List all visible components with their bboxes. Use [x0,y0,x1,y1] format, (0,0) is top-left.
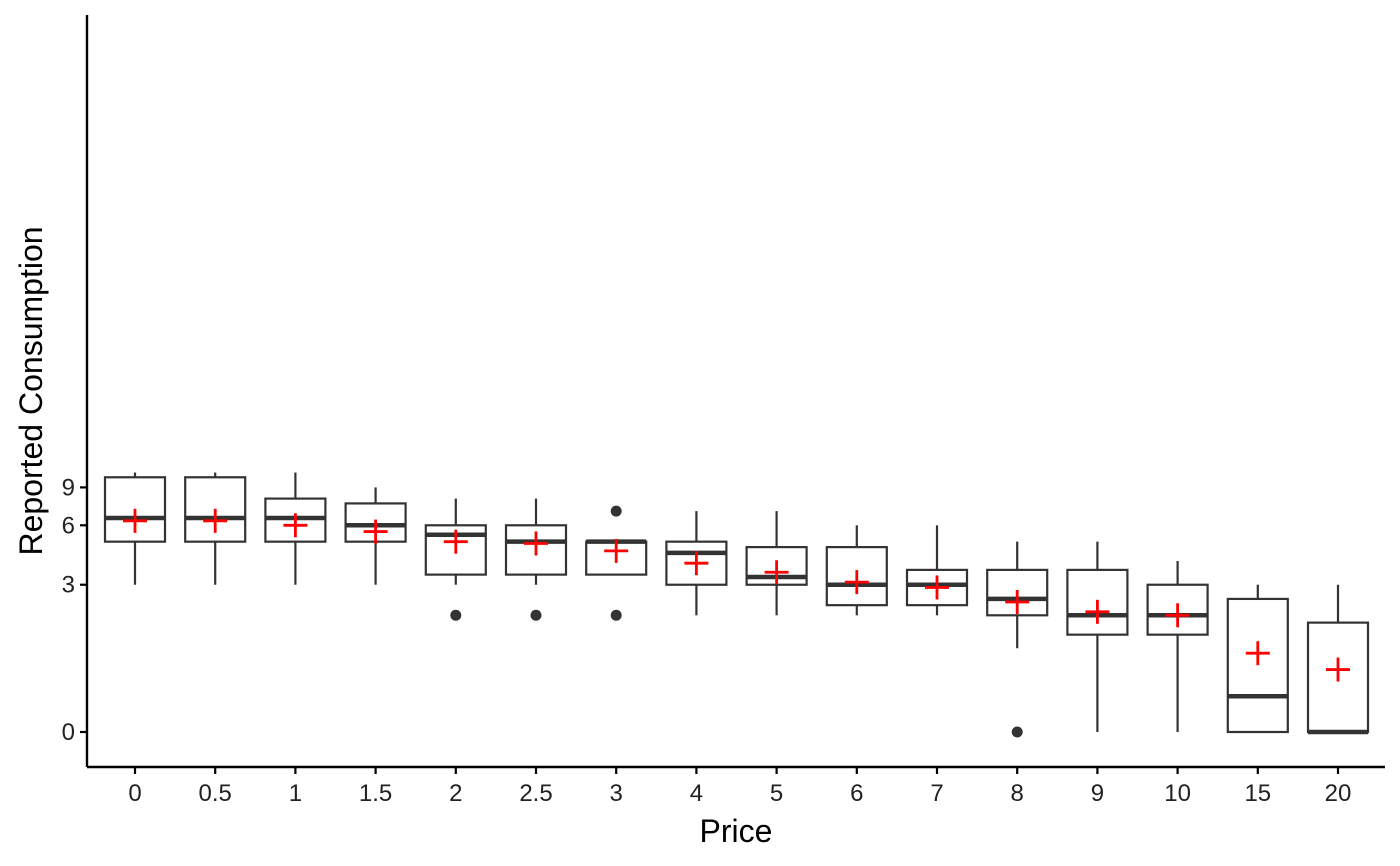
x-tick-label: 10 [1164,780,1191,807]
box-group-8 [986,541,1049,738]
outlier-point [610,505,622,517]
plot-area [103,472,1370,738]
mean-marker [283,513,308,538]
x-tick-label: 6 [850,780,863,807]
box-group-4 [665,511,728,616]
x-tick-label: 2.5 [519,780,552,807]
box-group-20 [1306,584,1370,735]
mean-marker [123,508,147,533]
y-axis-ticks: 0 3 6 9 [62,474,87,746]
x-tick-label: 2 [449,780,462,807]
mean-marker [363,519,388,544]
mean-marker [1005,590,1030,615]
box-group-0 [103,472,167,585]
mean-marker [1085,599,1110,624]
box-group-5 [745,511,808,616]
box [825,546,888,607]
box-group-6 [825,525,888,616]
x-tick-label: 1.5 [359,780,392,807]
mean-marker [1326,657,1350,682]
mean-marker [764,560,789,585]
x-tick-label: 4 [690,780,703,807]
x-tick-label: 15 [1244,780,1271,807]
x-axis-title: Price [700,813,773,849]
box [1226,597,1289,734]
mean-marker [604,538,629,563]
x-tick-label: 5 [770,780,783,807]
x-tick-label: 1 [289,780,302,807]
x-tick-label: 9 [1091,780,1104,807]
y-tick-label: 0 [62,719,75,746]
mean-marker [203,508,228,533]
x-tick-label: 8 [1011,780,1024,807]
box-group-1.5 [344,487,407,585]
mean-marker [524,531,548,556]
x-tick-label: 3 [610,780,623,807]
outlier-point [450,609,462,621]
mean-marker [844,570,869,595]
x-tick-label: 0 [128,780,141,807]
mean-marker [684,551,709,576]
box-group-3 [585,505,648,621]
box-group-10 [1146,561,1209,732]
x-tick-label: 0.5 [199,780,232,807]
y-tick-label: 6 [62,512,75,539]
box-group-7 [905,525,969,616]
y-axis-title: Reported Consumption [13,226,49,555]
x-tick-label: 20 [1325,780,1352,807]
box-group-2 [424,498,487,621]
y-tick-label: 9 [62,474,75,501]
mean-marker [443,529,468,554]
box-group-0.5 [184,472,247,585]
x-axis-ticks: 0 0.5 1 1.5 2 2.5 3 4 5 6 7 8 9 10 15 20 [128,767,1351,807]
mean-marker [1165,603,1190,628]
x-tick-label: 7 [930,780,943,807]
mean-marker [925,575,949,600]
outlier-point [530,609,542,621]
outlier-point [1011,726,1023,738]
box-group-9 [1066,541,1129,732]
axes: 0 3 6 9 0 0.5 1 1.5 2 2.5 3 4 5 6 7 8 9 10 15 20 [62,15,1385,807]
y-tick-label: 3 [62,572,75,599]
box-group-15 [1226,584,1289,734]
box-group-1 [264,472,327,585]
mean-marker [1245,641,1270,666]
outlier-point [610,609,622,621]
box-group-2.5 [504,498,568,621]
